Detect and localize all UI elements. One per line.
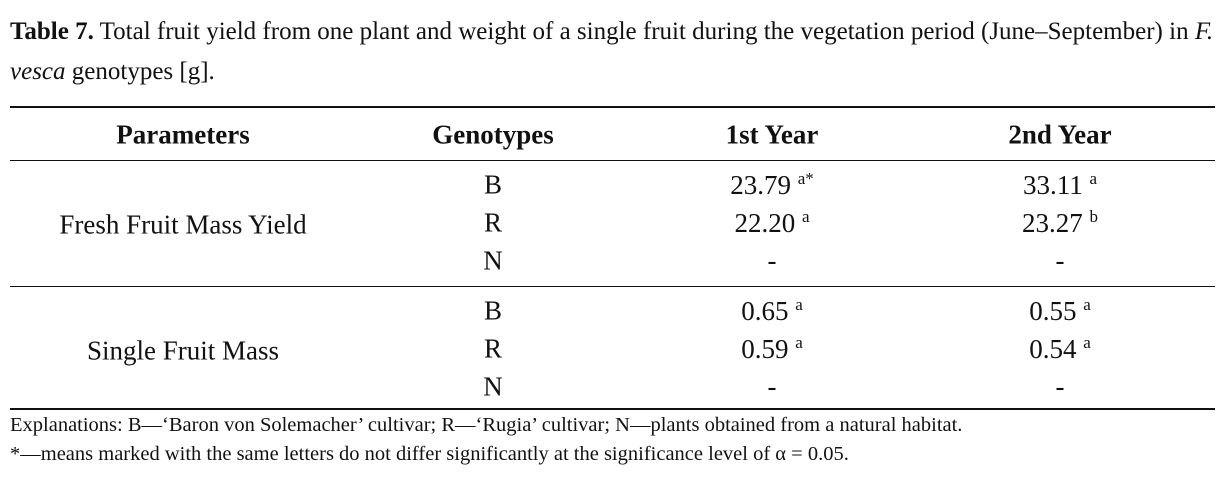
value-cell: 23.79 a* [730,169,814,201]
value: 33.11 [1022,170,1083,200]
caption-text: genotypes [g]. [71,58,215,85]
caption-text: Total fruit yield from one plant and wei… [99,18,1189,45]
genotype: B [483,295,503,326]
value-cell: - [768,246,777,277]
value: 23.27 [1022,208,1083,238]
significance: b [1089,207,1099,226]
group-rule [10,286,1215,287]
value-cell: 0.54 a [1029,333,1091,365]
top-rule [10,106,1215,108]
note: *—means marked with the same letters do … [10,443,849,465]
value: 0.59 [741,334,789,364]
value: - [1055,371,1065,402]
genotype: R [483,333,503,364]
value: 0.54 [1029,334,1077,364]
genotype: B [483,169,503,200]
genotype: N [483,245,503,276]
value-cell: 22.20 a [734,207,809,239]
value: - [767,245,777,276]
significance: a [1089,169,1098,188]
value-cell: 0.55 a [1029,295,1091,327]
value: - [1055,245,1065,276]
value-cell: - [1056,372,1065,403]
value-cell: - [1056,246,1065,277]
significance: a [795,333,803,352]
genotype: N [483,371,503,402]
value-cell: 0.59 a [741,333,803,365]
value-cell: - [768,372,777,403]
column-header: Parameters [116,119,250,150]
parameter: Fresh Fruit Mass Yield [59,209,307,240]
column-header: Genotypes [432,119,554,150]
value-cell: 33.11 a [1023,169,1097,201]
note: Explanations: B—‘Baron von Solemacher’ c… [10,414,963,436]
species: F. vesca [10,18,1214,85]
value: 0.65 [741,296,789,326]
genotype: R [483,207,503,238]
significance: a [1083,295,1091,314]
header-rule [10,160,1215,161]
column-header: 1st Year [725,119,819,150]
significance: a [1083,333,1091,352]
value: - [767,371,777,402]
parameter: Single Fruit Mass [86,335,280,366]
value: 22.20 [734,208,796,238]
significance: a* [797,169,814,188]
value-cell: 23.27 b [1022,207,1098,239]
value: 0.55 [1029,296,1077,326]
caption: Table 7. Total fruit yield from one plan… [10,12,1220,92]
caption-label: Table 7. [10,18,94,45]
bottom-rule [10,408,1215,410]
significance: a [801,207,810,226]
value: 23.79 [730,170,791,200]
value-cell: 0.65 a [741,295,803,327]
column-header: 2nd Year [1008,119,1112,150]
significance: a [795,295,803,314]
